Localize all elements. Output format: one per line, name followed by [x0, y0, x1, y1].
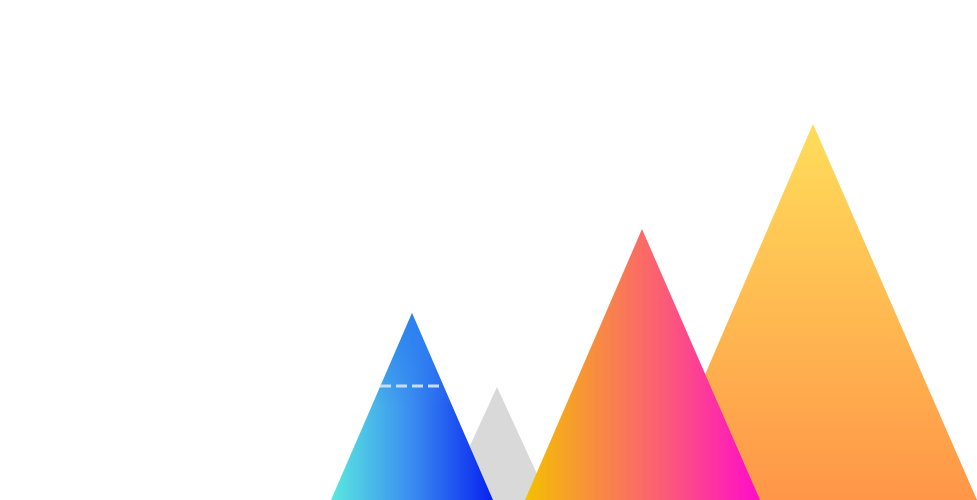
- pink-mountain: [525, 229, 760, 500]
- blue-mountain-shade: [331, 313, 493, 500]
- large-mountain: [651, 124, 977, 500]
